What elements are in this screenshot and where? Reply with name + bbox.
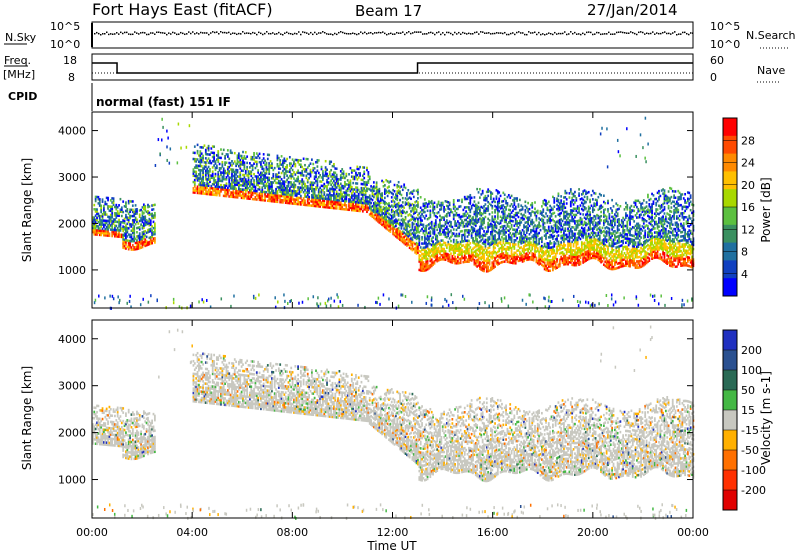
x-tick-label: 04:00 — [176, 526, 208, 539]
colorbar-swatch — [723, 278, 737, 297]
x-axis: 00:00 04:00 08:00 12:00 16:00 20:00 00:00 — [76, 112, 709, 539]
colorbar-swatch — [723, 224, 737, 244]
freq-trace — [92, 62, 693, 74]
colorbar-tick: -50 — [741, 444, 759, 457]
colorbar-swatch — [723, 135, 737, 155]
x-tick-label: 00:00 — [677, 526, 709, 539]
noise-sky-label: N.Sky — [5, 31, 37, 44]
y-tick-label: 4000 — [58, 333, 86, 346]
colorbar-tick: 15 — [741, 404, 755, 417]
cpid-label: CPID — [8, 90, 37, 103]
colorbar-tick: 8 — [741, 246, 748, 259]
velocity-panel: 4000 3000 2000 1000 Slant Range [km] 200 100… — [20, 319, 773, 520]
nave-tick-top: 60 — [710, 54, 724, 67]
velocity-colorbar: 200 100 50 15 -15 -50 -100 -200 — [722, 329, 766, 511]
colorbar-swatch — [723, 330, 737, 351]
freq-panel: Freq. [MHz] 18 8 60 0 Nave — [3, 53, 785, 84]
nave-label: Nave — [757, 64, 785, 77]
colorbar-tick: -15 — [741, 424, 759, 437]
colorbar-tick: 16 — [741, 201, 755, 214]
colorbar-swatch — [723, 260, 737, 279]
colorbar-tick: 20 — [741, 179, 755, 192]
colorbar-swatch — [723, 410, 737, 431]
y-tick-label: 1000 — [58, 474, 86, 487]
colorbar-swatch — [723, 490, 737, 511]
colorbar-tick: 12 — [741, 223, 755, 236]
colorbar-tick: 200 — [741, 344, 762, 357]
colorbar-swatch — [723, 450, 737, 471]
colorbar-swatch — [723, 370, 737, 391]
y-tick-label: 2000 — [58, 217, 86, 230]
y-tick-label: 3000 — [58, 380, 86, 393]
colorbar-tick: 50 — [741, 384, 755, 397]
power-ylabel: Slant Range [km] — [20, 158, 34, 262]
x-tick-label: 20:00 — [577, 526, 609, 539]
colorbar-tick: -200 — [741, 484, 766, 497]
colorbar-swatch — [723, 207, 737, 226]
station-title: Fort Hays East (fitACF) — [92, 0, 273, 19]
x-tick-label: 12:00 — [377, 526, 409, 539]
x-tick-label: 08:00 — [276, 526, 308, 539]
colorbar-swatch — [723, 171, 737, 190]
power-panel: 4000 3000 2000 1000 Slant Range [km] 28 24 20… — [20, 111, 773, 311]
colorbar-swatch — [723, 470, 737, 491]
colorbar-swatch — [723, 118, 737, 137]
y-tick-label: 1000 — [58, 264, 86, 277]
noise-right-tick-bottom: 10^0 — [710, 38, 740, 51]
freq-label: Freq. — [4, 54, 31, 67]
freq-tick-top: 18 — [63, 54, 77, 67]
y-tick-label: 3000 — [58, 171, 86, 184]
colorbar-tick: 28 — [741, 134, 755, 147]
freq-tick-bottom: 8 — [68, 71, 75, 84]
noise-left-tick-bottom: 10^0 — [50, 38, 80, 51]
colorbar-tick: 100 — [741, 364, 762, 377]
colorbar-swatch — [723, 189, 737, 208]
freq-unit-label: [MHz] — [3, 68, 35, 81]
x-axis-label: Time UT — [366, 539, 417, 553]
beam-label: Beam 17 — [355, 2, 422, 20]
velocity-heatmap — [92, 325, 695, 520]
power-heatmap — [92, 116, 695, 311]
x-tick-label: 16:00 — [477, 526, 509, 539]
y-tick-label: 2000 — [58, 427, 86, 440]
velocity-ylabel: Slant Range [km] — [20, 366, 34, 470]
colorbar-tick: -100 — [741, 464, 766, 477]
y-tick-label: 4000 — [58, 125, 86, 138]
colorbar-tick: 24 — [741, 157, 755, 170]
nave-tick-bottom: 0 — [710, 71, 717, 84]
colorbar-swatch — [723, 430, 737, 451]
power-colorbar-label: Power [dB] — [759, 177, 773, 242]
colorbar-tick: 4 — [741, 268, 748, 281]
noise-search-label: N.Search — [746, 29, 796, 42]
colorbar-swatch — [723, 350, 737, 371]
noise-right-tick-top: 10^5 — [710, 20, 740, 33]
noise-panel: N.Sky 10^5 10^0 10^5 10^0 N.Search — [4, 20, 796, 51]
velocity-colorbar-label: Velocity [m s-1] — [759, 371, 773, 465]
power-colorbar: 28 24 20 16 12 8 4 — [722, 117, 755, 297]
noise-trace — [94, 31, 694, 36]
x-tick-label: 00:00 — [76, 526, 108, 539]
colorbar-swatch — [723, 390, 737, 411]
cpid-mode: normal (fast) 151 IF — [96, 95, 231, 109]
date-label: 27/Jan/2014 — [587, 1, 678, 19]
noise-left-tick-top: 10^5 — [50, 20, 80, 33]
